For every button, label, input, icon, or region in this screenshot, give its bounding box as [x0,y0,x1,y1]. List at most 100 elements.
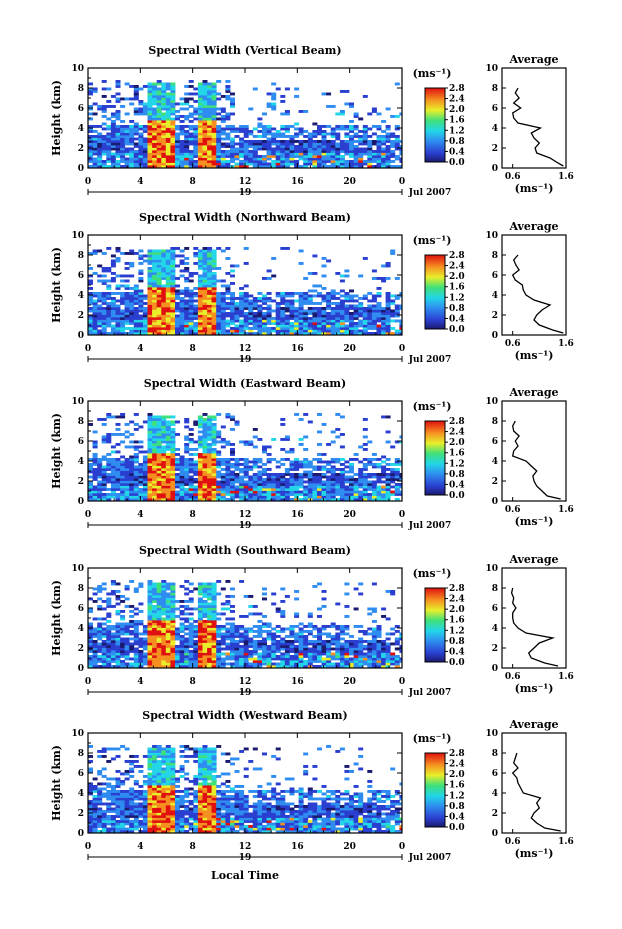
heatmap-cell [193,657,199,661]
heatmap-cell [175,458,180,461]
heatmap-cell [179,165,185,168]
heatmap-cell [179,324,185,328]
heatmap-cell [230,100,235,103]
heatmap-cell [207,453,213,456]
heatmap-cell [243,473,249,476]
heatmap-cell [211,147,217,151]
heatmap-cell [294,458,300,461]
heatmap-cell [161,620,167,623]
heatmap-cell [110,312,116,315]
heatmap-cell [312,478,318,481]
heatmap-cell [211,304,217,308]
heatmap-cell [92,453,98,456]
heatmap-cell [161,140,167,143]
heatmap-cell [197,307,203,310]
heatmap-cell [106,304,112,308]
heatmap-cell [156,418,162,421]
heatmap-cell [156,455,162,459]
heatmap-cell [321,490,327,494]
heatmap-cell [197,130,203,133]
heatmap-cell [312,473,318,476]
heatmap-cell [312,312,318,315]
heatmap-cell [353,307,359,310]
heatmap-cell [230,493,235,496]
heatmap-cell [193,465,199,469]
heatmap-cell [225,247,231,250]
heatmap-cell [349,480,354,484]
heatmap-cell [216,150,222,153]
heatmap-cell [371,304,377,308]
heatmap-cell [335,312,341,315]
heatmap-cell [161,592,167,596]
heatmap-cell [262,485,267,489]
heatmap-cell [220,483,226,486]
heatmap-cell [349,135,354,138]
heatmap-cell [371,458,377,461]
heatmap-cell [349,152,354,156]
heatmap-cell [271,102,277,106]
heatmap-cell [165,620,171,623]
heatmap-cell [243,314,249,318]
heatmap-cell [385,478,391,481]
heatmap-cell [142,458,148,461]
heatmap-cell [344,162,350,166]
heatmap-cell [184,324,190,328]
heatmap-cell [339,302,345,305]
heatmap-cell [147,620,153,623]
heatmap-cell [165,105,171,108]
heatmap-cell [385,458,391,461]
heatmap-cell [202,490,208,494]
heatmap-cell [120,160,126,163]
heatmap-cell [271,458,277,461]
heatmap-cell [120,284,126,288]
heatmap-cell [165,635,171,638]
y-tick-label: 8 [78,417,84,427]
heatmap-cell [133,137,139,141]
heatmap-cell [390,309,396,313]
heatmap-cell [184,125,190,128]
heatmap-cell [170,332,176,335]
heatmap-cell [385,327,391,330]
heatmap-cell [92,475,98,479]
heatmap-cell [262,312,267,315]
heatmap-cell [399,322,403,325]
heatmap-cell [147,272,153,275]
heatmap-cell [161,269,167,273]
heatmap-cell [339,157,345,161]
heatmap-cell [294,127,300,131]
heatmap-cell [115,483,121,486]
heatmap-cell [120,137,126,141]
heatmap-cell [294,413,300,416]
heatmap-cell [110,137,116,141]
heatmap-cell [175,635,180,638]
heatmap-cell [92,635,98,638]
heatmap-cell [266,145,272,148]
heatmap-cell [220,157,226,161]
heatmap-cell [175,127,180,131]
heatmap-cell [220,120,226,123]
heatmap-cell [335,480,341,484]
heatmap-cell [170,135,176,138]
heatmap-cell [376,127,382,131]
heatmap-cell [202,284,208,288]
heatmap-cell [156,100,162,103]
heatmap-cell [115,642,121,646]
heatmap-cell [152,142,158,146]
heatmap-cell [207,495,213,499]
heatmap-cell [170,647,176,651]
heatmap-cell [147,327,153,330]
heatmap-cell [110,279,116,283]
heatmap-cell [271,142,277,146]
heatmap-cell [394,493,400,496]
heatmap-cell [197,329,203,333]
heatmap-cell [202,122,208,126]
heatmap-cell [326,157,332,161]
heatmap-cell [335,165,341,168]
heatmap-cell [197,140,203,143]
heatmap-cell [147,105,153,108]
heatmap-cell [271,322,277,325]
heatmap-cell [207,274,213,278]
heatmap-cell [152,428,158,431]
heatmap-cell [124,445,130,449]
heatmap-cell [248,480,254,484]
